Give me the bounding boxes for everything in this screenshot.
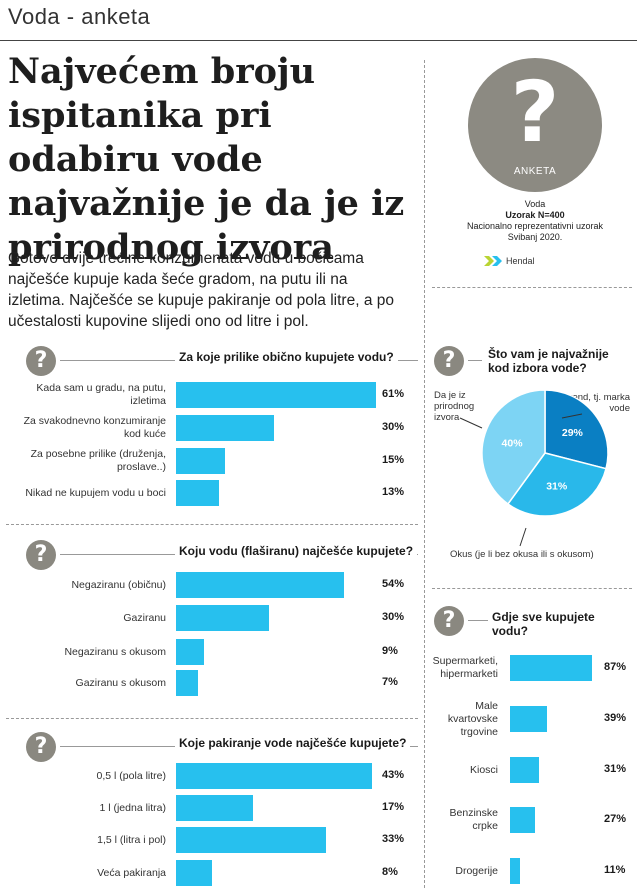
- column-divider: [424, 60, 425, 888]
- pie-slice: [544, 389, 609, 470]
- agency-logo-icon: [484, 256, 502, 266]
- survey-meta-line: Voda: [524, 199, 546, 209]
- bar-category-label: 1 l (jedna litra): [99, 801, 166, 814]
- question-mark-icon: ?: [434, 346, 464, 376]
- bar-value-label: 39%: [604, 712, 627, 724]
- pie-slice: [506, 452, 607, 517]
- bar-category-label: Kiosci: [469, 763, 498, 776]
- bar-value-label: 30%: [382, 611, 405, 623]
- bar: [176, 639, 205, 665]
- pie-leader-line: [519, 527, 527, 547]
- survey-logo: [468, 58, 602, 192]
- bar-category-label: Veća pakiranja: [97, 866, 166, 879]
- bar-category-label: Benzinske crpke: [449, 807, 498, 832]
- section-divider: [432, 588, 632, 589]
- bar: [176, 382, 376, 408]
- bar-category-label: Gaziranu: [123, 611, 166, 624]
- bar-category-label: Kada sam u gradu, na putu, izletima: [36, 382, 166, 407]
- bar: [176, 572, 345, 598]
- bar-value-label: 9%: [382, 645, 398, 657]
- question-mark-icon: ?: [26, 732, 56, 762]
- bar-category-label: Gaziranu s okusom: [75, 676, 166, 689]
- bar: [510, 807, 536, 833]
- bar-value-label: 43%: [382, 769, 405, 781]
- chart-title: Gdje sve kupujete vodu?: [488, 610, 637, 638]
- pie-value-label: 31%: [546, 481, 568, 493]
- bar: [176, 795, 254, 821]
- bar-category-label: Negaziranu s okusom: [64, 645, 166, 658]
- bar: [176, 827, 327, 853]
- bar: [176, 480, 219, 506]
- bar: [176, 605, 270, 631]
- pie-slice-label: Brend, tj. marka vode: [562, 392, 630, 414]
- chart-title: Koju vodu (flaširanu) najčešće kupujete?: [175, 544, 418, 558]
- bar-value-label: 33%: [382, 833, 405, 845]
- question-rule: [468, 360, 482, 361]
- section-divider: [432, 287, 632, 288]
- section-divider: [6, 718, 418, 719]
- bar-value-label: 7%: [382, 676, 398, 688]
- bar-value-label: 8%: [382, 866, 398, 878]
- bar-value-label: 15%: [382, 454, 405, 466]
- survey-meta-line: Svibanj 2020.: [507, 232, 563, 242]
- question-mark-icon: ?: [510, 63, 560, 161]
- bar-value-label: 30%: [382, 421, 405, 433]
- bar: [510, 858, 521, 884]
- pie-chart: 29% 31% 40%: [481, 389, 609, 517]
- bar-value-label: 17%: [382, 801, 405, 813]
- page-header-title: Voda - anketa: [8, 4, 151, 29]
- survey-meta-line: Uzorak N=400: [505, 210, 565, 220]
- bar: [176, 415, 275, 441]
- chart-title: Za koje prilike obično kupujete vodu?: [175, 350, 398, 364]
- bar-category-label: Za posebne prilike (druženja, proslave..…: [30, 448, 166, 473]
- bar-category-label: Supermarketi, hipermarketi: [432, 655, 498, 680]
- intro-paragraph: Gotovo dvije trećine konzumenata vodu u …: [8, 250, 394, 330]
- pie-value-label: 40%: [502, 437, 524, 449]
- bar-category-label: Nikad ne kupujem vodu u boci: [25, 486, 166, 499]
- bar-category-label: Za svakodnevno konzumiranje kod kuće: [23, 415, 166, 440]
- bar: [176, 860, 213, 886]
- question-mark-icon: ?: [26, 540, 56, 570]
- bar-value-label: 61%: [382, 388, 405, 400]
- survey-logo-label: ANKETA: [513, 166, 557, 177]
- bar-category-label: 0,5 l (pola litre): [96, 769, 166, 782]
- bar: [510, 706, 547, 732]
- pie-value-label: 29%: [562, 427, 584, 439]
- bar-value-label: 54%: [382, 578, 405, 590]
- bar: [510, 655, 592, 681]
- pie-slice-label: Da je iz prirodnog izvora: [434, 390, 475, 423]
- bar-category-label: Negaziranu (običnu): [71, 578, 166, 591]
- headline: Najvećem broju ispitanika pri odabiru vo…: [8, 51, 405, 268]
- survey-meta: Voda Uzorak N=400 Nacionalno reprezentat…: [440, 199, 630, 243]
- survey-meta-line: Nacionalno reprezentativni uzorak: [466, 221, 604, 231]
- agency-name: Hendal: [506, 256, 535, 266]
- bar-value-label: 11%: [604, 864, 626, 876]
- bar-value-label: 27%: [604, 813, 627, 825]
- bar-value-label: 87%: [604, 661, 627, 673]
- bar-category-label: Drogerije: [455, 864, 498, 877]
- chart-title: Što vam je najvažnije kod izbora vode?: [488, 347, 609, 375]
- chart-title: Koje pakiranje vode najčešće kupujete?: [175, 736, 411, 750]
- section-divider: [6, 524, 418, 525]
- bar-value-label: 13%: [382, 486, 405, 498]
- pie-slice: [481, 389, 546, 506]
- header-rule: [0, 40, 637, 41]
- bar-category-label: 1,5 l (litra i pol): [97, 833, 166, 846]
- bar-value-label: 31%: [604, 763, 627, 775]
- pie-slice-label: Okus (je li bez okusa ili s okusom): [450, 549, 594, 560]
- bar: [176, 763, 372, 789]
- bar-category-label: Male kvartovske trgovine: [447, 699, 498, 738]
- bar: [510, 757, 540, 783]
- question-mark-icon: ?: [26, 346, 56, 376]
- question-mark-icon: ?: [434, 606, 464, 636]
- bar: [176, 670, 198, 696]
- bar: [176, 448, 226, 474]
